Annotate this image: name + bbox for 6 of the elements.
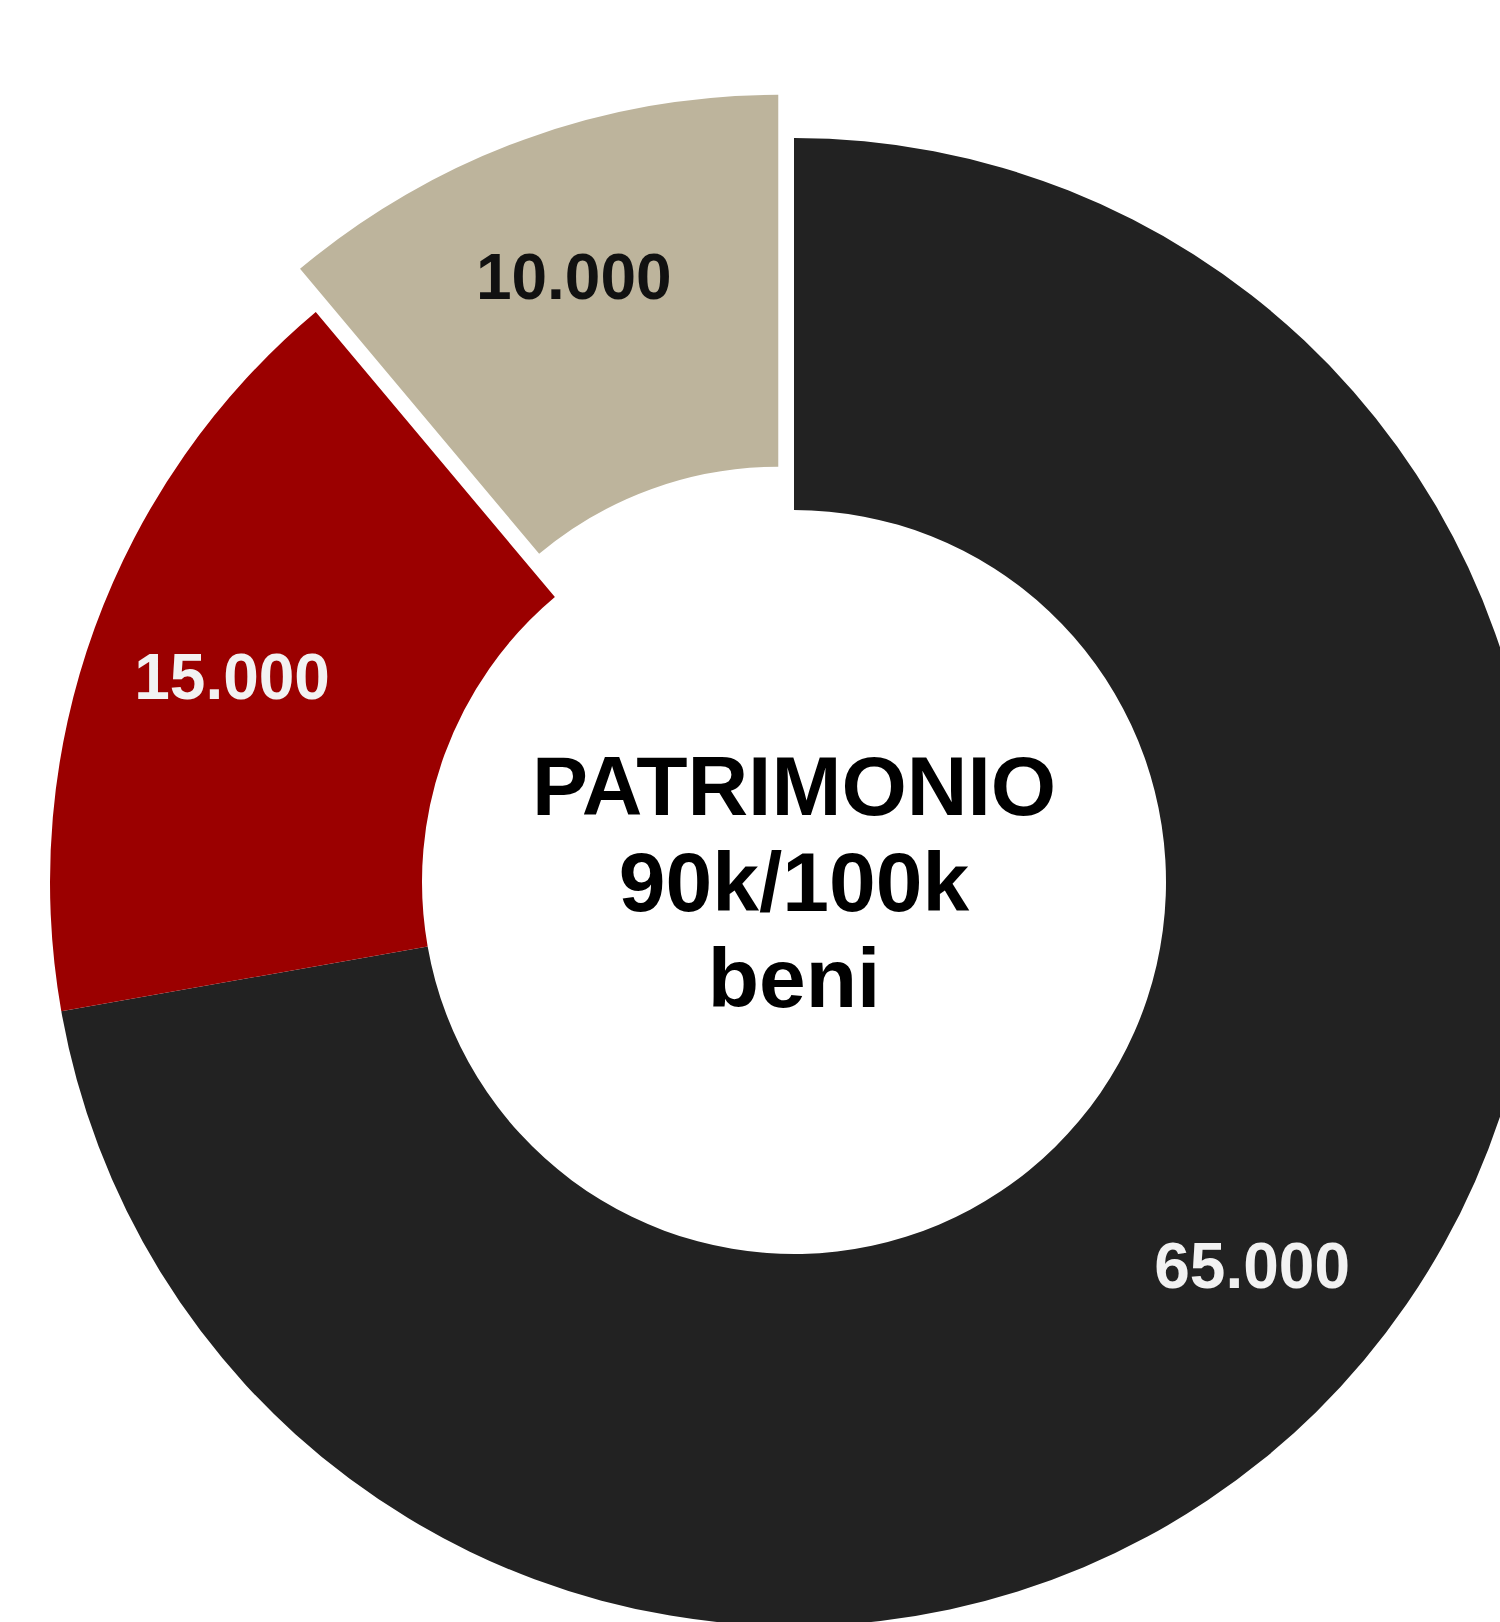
text: beni bbox=[707, 931, 881, 1025]
data-label: 65.000 bbox=[1154, 1230, 1350, 1303]
text: 90k/100k bbox=[618, 835, 970, 929]
text: PATRIMONIO bbox=[531, 739, 1057, 833]
data-label: 15.000 bbox=[134, 641, 330, 714]
data-label: 10.000 bbox=[475, 240, 672, 313]
